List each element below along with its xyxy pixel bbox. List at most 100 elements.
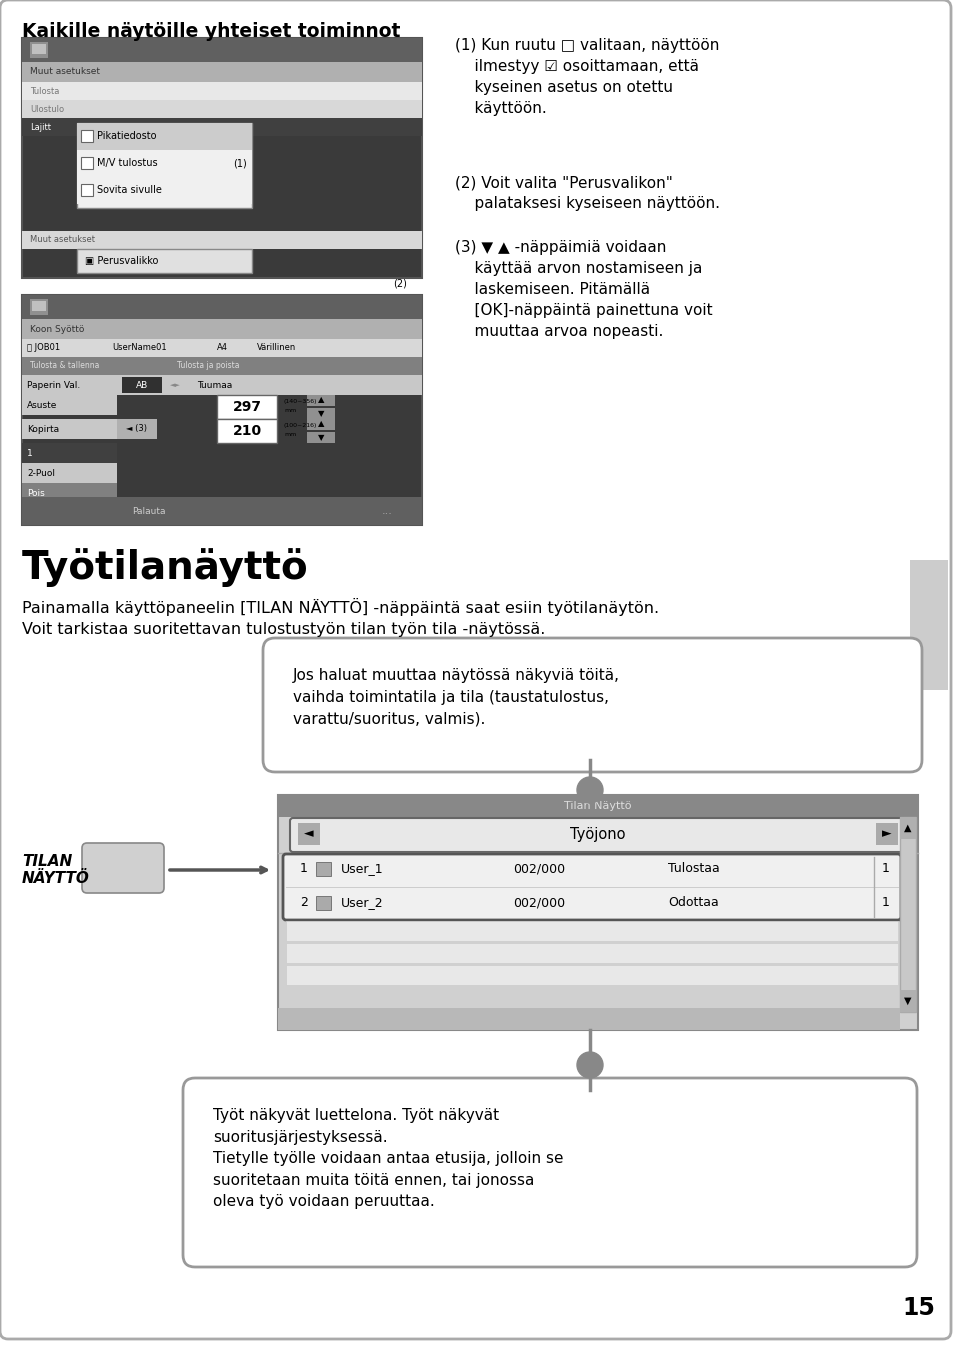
Bar [286, 921, 898, 942]
Bar [30, 42, 48, 58]
Text: (2) Voit valita "Perusvalikon"
    palataksesi kyseiseen näyttöön.: (2) Voit valita "Perusvalikon" palatakse… [455, 175, 720, 211]
Text: Kopirta: Kopirta [27, 424, 60, 434]
Bar [22, 463, 117, 484]
Text: Lajitt: Lajitt [30, 123, 51, 132]
Bar [217, 419, 277, 443]
Bar [117, 419, 157, 439]
Bar [278, 795, 918, 1030]
Text: 2: 2 [300, 897, 308, 909]
Bar [22, 82, 422, 100]
Text: ►: ► [882, 827, 892, 841]
Text: Tulosta ja poista: Tulosta ja poista [177, 361, 239, 370]
Text: ▲: ▲ [318, 396, 324, 404]
Bar [81, 158, 93, 168]
FancyBboxPatch shape [183, 1078, 917, 1268]
Text: Jos haluat muuttaa näytössä näkyviä töitä,
vaihda toimintatila ja tila (taustatu: Jos haluat muuttaa näytössä näkyviä töit… [293, 668, 620, 726]
Text: ▣ Perusvalikko: ▣ Perusvalikko [85, 256, 158, 265]
Text: ◄ (3): ◄ (3) [127, 424, 148, 434]
Text: ▼: ▼ [318, 409, 324, 419]
Text: Tulostaa: Tulostaa [668, 862, 720, 876]
FancyBboxPatch shape [82, 843, 164, 893]
Text: M/V tulostus: M/V tulostus [97, 158, 157, 168]
Text: Muut asetukset: Muut asetukset [30, 67, 100, 77]
Text: TILAN
NÄYTTÖ: TILAN NÄYTTÖ [22, 854, 90, 886]
Text: User_2: User_2 [341, 897, 384, 909]
FancyBboxPatch shape [290, 818, 906, 853]
Bar [22, 497, 422, 525]
Bar [22, 339, 422, 357]
Text: ...: ... [382, 506, 393, 516]
Text: Työjono: Työjono [570, 827, 626, 842]
Text: 1: 1 [300, 862, 308, 876]
Text: (2): (2) [394, 277, 407, 288]
Text: User_1: User_1 [341, 862, 384, 876]
Text: Värillinen: Värillinen [257, 343, 297, 353]
Bar [30, 299, 48, 315]
Bar [22, 38, 422, 62]
Bar [22, 100, 422, 119]
Text: Odottaa: Odottaa [668, 897, 719, 909]
Bar [910, 560, 948, 690]
Bar [22, 443, 117, 463]
Text: Tulosta & tallenna: Tulosta & tallenna [30, 361, 100, 370]
Text: 210: 210 [232, 424, 261, 438]
Bar [286, 943, 898, 963]
Text: ⎙ JOB01: ⎙ JOB01 [27, 343, 60, 353]
Bar [307, 408, 335, 419]
Text: ▼: ▼ [904, 995, 912, 1006]
Text: Työt näkyvät luettelona. Työt näkyvät
suoritusjärjestyksessä.
Tietylle työlle vo: Työt näkyvät luettelona. Työt näkyvät su… [213, 1109, 564, 1210]
Bar [77, 150, 252, 176]
Bar [22, 374, 422, 395]
Text: (100~216): (100~216) [284, 423, 318, 427]
Text: 002/000: 002/000 [513, 862, 565, 876]
Text: Tulosta: Tulosta [30, 86, 60, 96]
Text: ▼: ▼ [318, 434, 324, 443]
Bar [900, 818, 916, 1012]
Bar [22, 62, 422, 82]
Bar [32, 300, 46, 311]
Text: Tuumaa: Tuumaa [197, 380, 232, 389]
Text: Tilan Näyttö: Tilan Näyttö [564, 801, 632, 811]
Text: 1: 1 [882, 862, 890, 876]
Bar [22, 419, 117, 439]
Text: Sovita sivulle: Sovita sivulle [97, 185, 162, 195]
Bar [22, 295, 422, 525]
Bar [32, 44, 46, 54]
Bar [22, 230, 422, 249]
Text: (3) ▼ ▲ -näppäimiä voidaan
    käyttää arvon nostamiseen ja
    laskemiseen. Pit: (3) ▼ ▲ -näppäimiä voidaan käyttää arvon… [455, 240, 712, 339]
Text: A4: A4 [217, 343, 228, 353]
Text: Pikatiedosto: Pikatiedosto [97, 131, 156, 141]
Bar [22, 484, 117, 502]
Circle shape [577, 1052, 603, 1078]
Text: Kaikille näytöille yhteiset toiminnot: Kaikille näytöille yhteiset toiminnot [22, 22, 400, 40]
FancyBboxPatch shape [263, 638, 922, 772]
Bar [22, 295, 422, 319]
Text: Pois: Pois [27, 489, 45, 497]
Circle shape [577, 777, 603, 803]
Text: ▲: ▲ [318, 419, 324, 428]
Text: Ulostulo: Ulostulo [30, 105, 64, 113]
Bar [307, 395, 335, 405]
Text: Muut asetukset: Muut asetukset [30, 236, 95, 245]
Text: ▲: ▲ [904, 823, 912, 832]
Text: Voit tarkistaa suoritettavan tulostustyön tilan työn tila -näytössä.: Voit tarkistaa suoritettavan tulostustyö… [22, 622, 545, 637]
Bar [77, 176, 252, 203]
Text: Koon Syöttö: Koon Syöttö [30, 325, 84, 334]
Text: AB: AB [136, 380, 148, 389]
Text: Työtilanäyttö: Työtilanäyttö [22, 548, 308, 587]
Text: 15: 15 [902, 1296, 935, 1320]
Bar [316, 862, 331, 876]
Bar [286, 964, 898, 985]
Bar [307, 419, 335, 430]
Bar [77, 123, 252, 150]
Bar [876, 823, 898, 845]
Bar [316, 896, 331, 911]
Text: mm: mm [284, 432, 297, 438]
Text: Painamalla käyttöpaneelin [TILAN NÄYTTÖ] -näppäintä saat esiin työtilanäytön.: Painamalla käyttöpaneelin [TILAN NÄYTTÖ]… [22, 598, 660, 616]
Bar [22, 395, 117, 415]
Bar [77, 123, 252, 207]
Text: 1: 1 [27, 449, 33, 458]
Bar [217, 395, 277, 419]
Text: 297: 297 [232, 400, 261, 414]
Bar [278, 1008, 900, 1030]
